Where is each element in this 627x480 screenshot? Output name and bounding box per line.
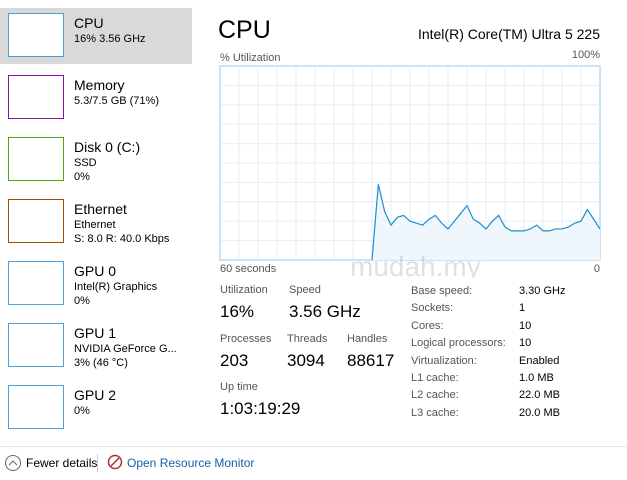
item-name: CPU	[74, 15, 104, 31]
stat-label: Up time	[220, 381, 258, 393]
item-detail: NVIDIA GeForce G...	[74, 343, 177, 355]
monitor-icon[interactable]	[107, 454, 123, 470]
stat-value: 203	[220, 351, 249, 370]
stat-label: Processes	[220, 333, 272, 345]
detail-value: 10	[519, 319, 532, 332]
utilization-area	[372, 184, 600, 260]
thumbnail	[8, 137, 64, 181]
item-detail: 0%	[74, 295, 90, 307]
item-detail: SSD	[74, 157, 97, 169]
item-name: GPU 1	[74, 325, 117, 341]
detail-label: Cores:	[411, 319, 444, 332]
detail-label: Virtualization:	[411, 354, 477, 367]
item-name: Disk 0 (C:)	[74, 139, 141, 155]
stat-label: Speed	[289, 284, 321, 296]
item-detail: S: 8.0 R: 40.0 Kbps	[74, 233, 170, 245]
open-resource-monitor[interactable]: Open Resource Monitor	[127, 456, 255, 470]
item-detail: 0%	[74, 171, 90, 183]
detail-label: L2 cache:	[411, 389, 459, 402]
item-name: Ethernet	[74, 201, 127, 217]
utilization-graph: 100% 60 seconds 0 mudah.my	[219, 49, 601, 278]
detail-label: L1 cache:	[411, 372, 459, 384]
thumbnail	[8, 13, 64, 57]
detail-label: Logical processors:	[411, 337, 506, 350]
item-name: GPU 2	[74, 387, 117, 403]
item-detail: Ethernet	[74, 219, 116, 231]
stat-label: Utilization	[220, 284, 268, 296]
stat-label: Threads	[287, 333, 328, 345]
thumbnail	[8, 199, 64, 243]
item-detail: Intel(R) Graphics	[74, 281, 158, 293]
stat-value: 16%	[220, 302, 255, 321]
x-tick-label: 0	[594, 263, 600, 275]
item-detail: 16% 3.56 GHz	[74, 33, 146, 45]
y-label: % Utilization	[220, 52, 281, 64]
detail-value: 1	[519, 302, 526, 315]
detail-label: L3 cache:	[411, 406, 459, 419]
thumbnail	[8, 385, 64, 429]
item-detail: 5.3/7.5 GB (71%)	[74, 95, 159, 107]
detail-value: 20.0 MB	[519, 406, 560, 419]
y-tick-label: 100%	[572, 49, 600, 61]
item-detail: 3% (46 °C)	[74, 357, 128, 369]
separator	[97, 454, 98, 472]
detail-value: 22.0 MB	[519, 389, 560, 402]
item-name: Memory	[74, 77, 125, 93]
stat-value: 3094	[287, 351, 325, 370]
fewer-icon[interactable]	[4, 454, 22, 472]
detail-label: Base speed:	[411, 285, 473, 297]
stat-value: 1:03:19:29	[220, 399, 301, 418]
thumbnail	[8, 75, 64, 119]
detail-value: 3.30 GHz	[519, 285, 566, 297]
detail-value: Enabled	[519, 354, 560, 367]
detail-value: 10	[519, 337, 532, 350]
stat-value: 3.56 GHz	[289, 302, 361, 321]
utilization-line	[371, 184, 601, 261]
divider	[0, 446, 627, 447]
thumbnail	[8, 261, 64, 305]
thumbnail	[8, 323, 64, 367]
detail-value: 1.0 MB	[519, 372, 554, 384]
x-tick-label: 60 seconds	[220, 263, 277, 275]
detail-label: Sockets:	[411, 302, 454, 315]
processor: Intel(R) Core(TM) Ultra 5 225	[417, 26, 600, 42]
watermark: mudah.my	[350, 251, 481, 278]
fewer-details[interactable]: Fewer details	[26, 456, 98, 470]
item-detail: 0%	[74, 405, 90, 417]
item-name: GPU 0	[74, 263, 117, 279]
title: CPU	[218, 16, 271, 44]
stat-label: Handles	[347, 333, 388, 345]
stat-value: 88617	[347, 351, 395, 370]
